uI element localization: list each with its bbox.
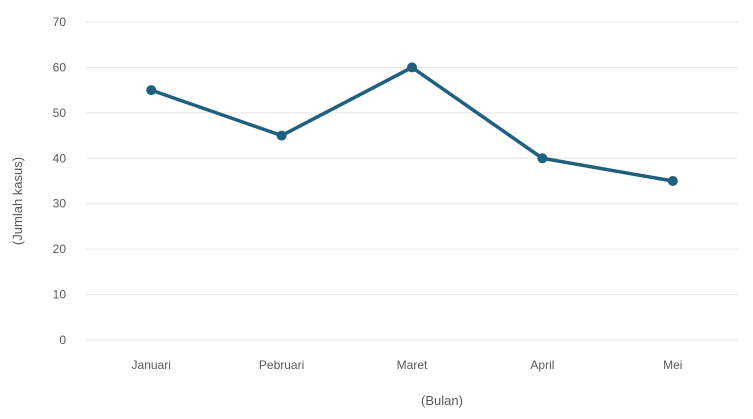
- y-tick-label: 60: [53, 60, 67, 74]
- y-tick-label: 70: [53, 15, 67, 29]
- x-tick-label: April: [530, 358, 554, 372]
- y-tick-label: 10: [53, 288, 67, 302]
- data-point: [537, 153, 547, 163]
- y-axis-title: (Jumlah kasus): [10, 157, 25, 245]
- x-axis-title: (Bulan): [421, 393, 463, 408]
- y-tick-label: 20: [53, 242, 67, 256]
- x-tick-label: Mei: [663, 358, 682, 372]
- y-tick-label: 50: [53, 106, 67, 120]
- x-tick-label: Januari: [132, 358, 171, 372]
- y-tick-label: 30: [53, 197, 67, 211]
- series-line: [151, 67, 673, 181]
- y-tick-label: 0: [59, 333, 66, 347]
- x-tick-label: Maret: [397, 358, 428, 372]
- series-layer: [146, 62, 678, 186]
- data-point: [668, 176, 678, 186]
- data-point: [407, 62, 417, 72]
- data-point: [146, 85, 156, 95]
- y-tick-label: 40: [53, 151, 67, 165]
- x-axis-ticks: Januari Pebruari Maret April Mei: [132, 358, 683, 372]
- x-tick-label: Pebruari: [259, 358, 304, 372]
- data-point: [277, 131, 287, 141]
- y-axis-ticks: 0 10 20 30 40 50 60 70: [53, 15, 67, 347]
